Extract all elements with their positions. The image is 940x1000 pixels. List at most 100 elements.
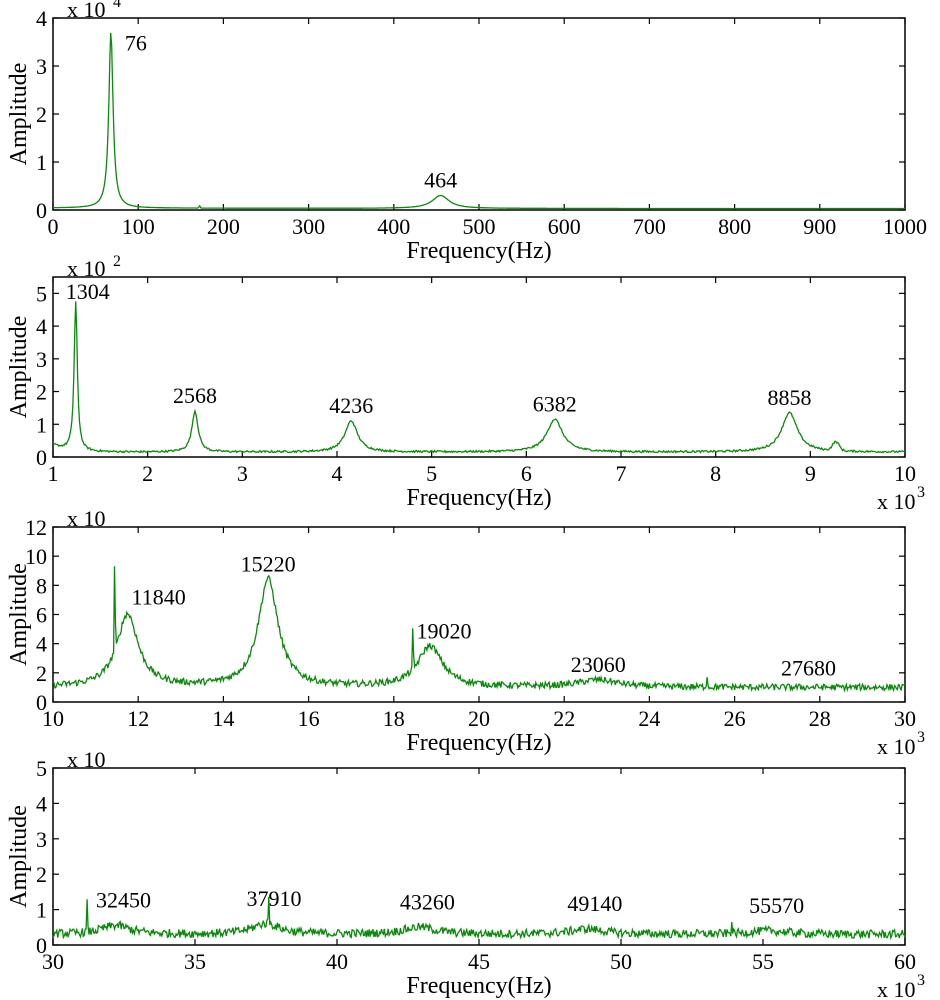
- x-tick-label: 24: [638, 706, 660, 731]
- peak-label: 76: [125, 30, 147, 55]
- x-scale-multiplier: x 10: [877, 734, 916, 759]
- spectrum-series-line: [53, 32, 905, 210]
- x-tick-label: 500: [463, 214, 496, 239]
- x-tick-label: 50: [610, 949, 632, 974]
- peak-label: 2568: [173, 383, 217, 408]
- y-tick-label: 5: [36, 281, 47, 306]
- x-tick-label: 10: [42, 706, 64, 731]
- peak-label: 37910: [247, 886, 302, 911]
- y-tick-label: 8: [36, 573, 47, 598]
- y-axis-label: Amplitude: [6, 805, 32, 908]
- y-tick-label: 2: [36, 102, 47, 127]
- x-scale-multiplier: x 10: [877, 977, 916, 1000]
- y-tick-label: 6: [36, 603, 47, 628]
- y-scale-exponent: 4: [113, 0, 121, 11]
- x-tick-label: 100: [122, 214, 155, 239]
- y-tick-label: 4: [36, 632, 47, 657]
- x-tick-label: 600: [548, 214, 581, 239]
- peak-label: 464: [424, 168, 457, 193]
- x-tick-label: 60: [894, 949, 916, 974]
- peak-label: 23060: [571, 652, 626, 677]
- y-axis-label: Amplitude: [6, 563, 32, 666]
- x-tick-label: 16: [298, 706, 320, 731]
- y-tick-label: 10: [25, 544, 47, 569]
- y-axis-label: Amplitude: [6, 316, 32, 419]
- y-tick-label: 0: [36, 445, 47, 470]
- x-tick-label: 1: [48, 461, 59, 486]
- peak-label: 49140: [567, 891, 622, 916]
- x-tick-label: 22: [553, 706, 575, 731]
- chart-panel-1: 0 100 200 300 400 500 600 700 800 900 1000 0 1 2 3 4 Amp…: [6, 0, 927, 264]
- y-tick-label: 1: [36, 412, 47, 437]
- y-tick-label: 3: [36, 827, 47, 852]
- y-tick-label: 0: [36, 198, 47, 223]
- x-tick-label: 900: [803, 214, 836, 239]
- x-tick-label: 7: [616, 461, 627, 486]
- x-scale-exponent: 3: [917, 729, 925, 746]
- x-axis-label: Frequency(Hz): [406, 973, 551, 999]
- plot-frame: [52, 767, 906, 946]
- y-scale-multiplier: x 10: [67, 747, 106, 772]
- x-tick-label: 35: [184, 949, 206, 974]
- spectrum-series-line: [52, 301, 906, 454]
- y-tick-label: 3: [36, 347, 47, 372]
- peak-label: 6382: [533, 391, 577, 416]
- plot-frame: [52, 17, 906, 211]
- x-tick-label: 40: [326, 949, 348, 974]
- y-axis-label: Amplitude: [6, 63, 32, 166]
- peak-label: 1304: [66, 279, 110, 304]
- x-tick-label: 14: [212, 706, 234, 731]
- y-scale-exponent: 2: [113, 253, 121, 270]
- y-tick-label: 12: [25, 515, 47, 540]
- peak-label: 15220: [241, 552, 296, 577]
- peak-label: 8858: [768, 385, 812, 410]
- x-tick-label: 20: [468, 706, 490, 731]
- chart-panel-3: 10 12 14 16 18 20 22 24 26 28 30024681012Amplitude…: [6, 506, 925, 759]
- y-tick-label: 5: [36, 756, 47, 781]
- peak-label: 43260: [400, 889, 455, 914]
- x-tick-label: 200: [207, 214, 240, 239]
- x-tick-label: 400: [377, 214, 410, 239]
- spectrum-series-line: [52, 566, 906, 693]
- x-tick-label: 1000: [883, 214, 927, 239]
- peak-label: 55570: [749, 893, 804, 918]
- x-scale-exponent: 3: [917, 972, 925, 989]
- chart-panel-2: 1 2 3 4 5 6 7 8 9 10012345AmplitudeFrequency(Hz)x…: [6, 253, 925, 514]
- x-tick-label: 2: [142, 461, 153, 486]
- plot-frame: [52, 276, 906, 458]
- peak-label: 4236: [329, 393, 373, 418]
- x-tick-label: 30: [42, 949, 64, 974]
- y-tick-label: 2: [36, 661, 47, 686]
- x-axis-label: Frequency(Hz): [406, 485, 551, 511]
- x-tick-label: 28: [809, 706, 831, 731]
- chart-panel-4: 30 35 40 45 50 55 60012345AmplitudeFrequency(H…: [6, 747, 925, 1000]
- y-tick-label: 4: [36, 314, 47, 339]
- x-tick-label: 45: [468, 949, 490, 974]
- y-scale-multiplier: x 10: [67, 506, 106, 531]
- y-tick-label: 0: [36, 933, 47, 958]
- y-tick-label: 0: [36, 690, 47, 715]
- x-scale-exponent: 3: [917, 484, 925, 501]
- x-tick-label: 300: [292, 214, 325, 239]
- x-tick-label: 700: [633, 214, 666, 239]
- y-tick-label: 4: [36, 6, 47, 31]
- x-tick-label: 26: [724, 706, 746, 731]
- y-tick-label: 2: [36, 380, 47, 405]
- peak-label: 27680: [781, 655, 836, 680]
- y-tick-label: 1: [36, 150, 47, 175]
- x-tick-label: 9: [805, 461, 816, 486]
- y-scale-multiplier: x 10: [67, 0, 106, 22]
- x-scale-multiplier: x 10: [877, 489, 916, 514]
- x-axis-label: Frequency(Hz): [406, 238, 551, 264]
- x-tick-label: 0: [48, 214, 59, 239]
- x-tick-label: 12: [127, 706, 149, 731]
- peak-label: 19020: [417, 619, 472, 644]
- x-tick-label: 3: [237, 461, 248, 486]
- x-tick-label: 55: [752, 949, 774, 974]
- x-tick-label: 18: [383, 706, 405, 731]
- y-tick-label: 4: [36, 791, 47, 816]
- peak-label: 11840: [132, 585, 186, 610]
- spectrum-series-line: [52, 896, 906, 941]
- y-tick-label: 2: [36, 862, 47, 887]
